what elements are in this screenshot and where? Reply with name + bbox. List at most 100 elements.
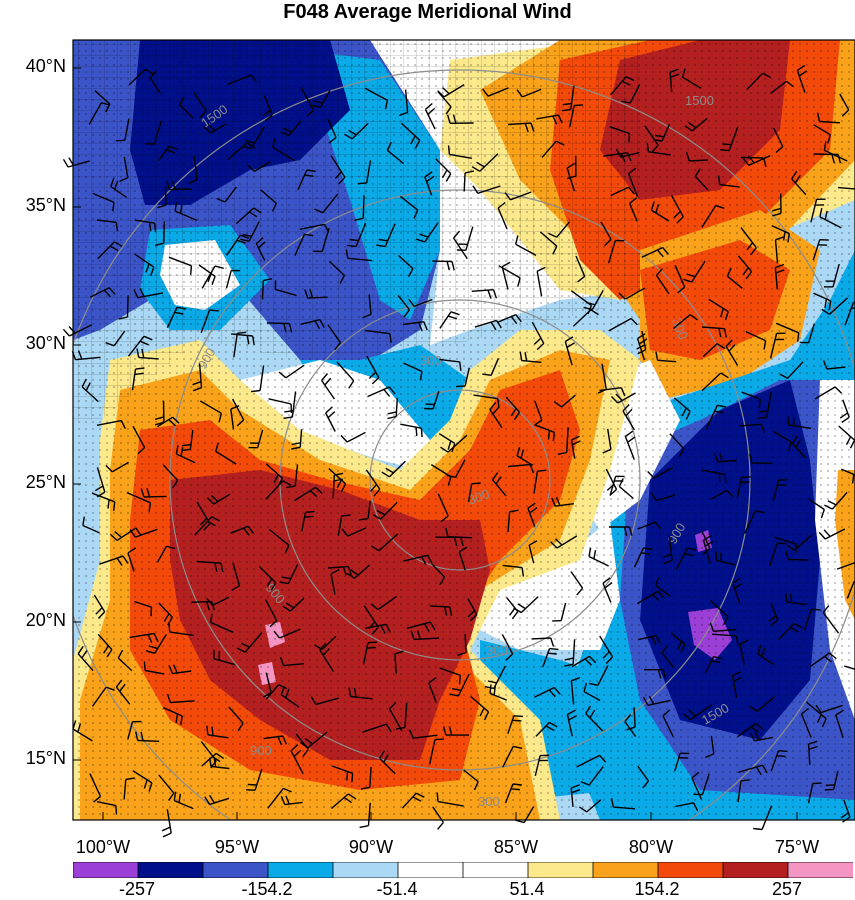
wind-barb-flag — [447, 476, 452, 486]
wind-barb-flag — [116, 557, 123, 566]
wind-barb — [458, 551, 466, 571]
wind-barb — [502, 564, 523, 569]
wind-barb-flag — [745, 271, 753, 280]
wind-barb-flag — [237, 331, 247, 334]
wind-barb — [279, 628, 301, 639]
wind-barb-flag — [493, 686, 496, 696]
wind-barb-flag — [449, 693, 459, 697]
wind-barb — [809, 652, 830, 668]
wind-barb — [628, 203, 638, 222]
wind-barb-flag — [618, 292, 626, 300]
lat-label-30n: 30°N — [25, 333, 66, 353]
wind-barb — [261, 280, 264, 300]
wind-barb-flag — [218, 413, 223, 423]
wind-barb — [259, 365, 265, 391]
wind-barb-flag — [593, 549, 597, 560]
wind-barb-flag — [651, 144, 659, 153]
wind-barb — [389, 460, 406, 478]
wind-barb-flag — [119, 683, 126, 692]
wind-barb-flag — [791, 435, 798, 444]
wind-barb-flag — [278, 371, 287, 379]
wind-barb — [134, 219, 155, 224]
wind-barb — [111, 461, 129, 473]
wind-barb-flag — [107, 499, 110, 509]
wind-barb-flag — [590, 309, 599, 316]
wind-barb-flag — [828, 300, 832, 310]
wind-barb-flag — [175, 444, 179, 455]
wind-barb — [560, 602, 567, 621]
wind-barb-flag — [714, 410, 724, 414]
wind-barb-flag — [353, 688, 357, 698]
wind-barb-flag — [471, 482, 481, 485]
wind-barb-flag — [448, 726, 453, 736]
wind-barb — [225, 270, 232, 289]
wind-barb — [380, 501, 398, 520]
wind-barb — [435, 158, 452, 175]
wind-barb-flag — [370, 603, 379, 611]
wind-barb-flag — [283, 323, 287, 333]
wind-barb-flag — [618, 478, 624, 487]
wind-barb-flag — [325, 406, 333, 414]
contour-label: 1500 — [685, 93, 714, 108]
wind-barb-flag — [336, 479, 343, 489]
wind-barb-flag — [842, 816, 851, 823]
wind-barb — [813, 292, 831, 302]
wind-barb-flag — [552, 432, 555, 442]
wind-barb — [493, 665, 506, 689]
wind-barb — [674, 752, 681, 772]
wind-barb — [527, 508, 536, 527]
lon-label-95w: 95°W — [214, 837, 260, 857]
contour-label: 300 — [486, 643, 508, 658]
wind-barb-flag — [82, 516, 85, 526]
wind-barb-flag — [279, 581, 289, 585]
wind-barb-flag — [282, 735, 287, 745]
wind-barb — [808, 323, 815, 343]
wind-barb — [96, 219, 117, 223]
wind-barb — [556, 221, 571, 238]
wind-barb-flag — [255, 237, 264, 245]
wind-barb-flag — [492, 406, 500, 415]
wind-barb — [609, 476, 617, 495]
wind-barb-flag — [214, 562, 218, 572]
wind-barb — [268, 398, 292, 405]
contour-label: 300 — [669, 316, 691, 342]
wind-barb — [301, 512, 307, 532]
wind-barb — [791, 442, 807, 459]
wind-barb — [471, 289, 494, 292]
wind-barb — [520, 596, 539, 614]
wind-barb-flag — [811, 608, 821, 611]
wind-barb — [437, 800, 464, 807]
wind-barb-flag — [291, 446, 301, 450]
wind-barb-flag — [775, 269, 785, 274]
wind-barb — [366, 355, 380, 378]
wind-barb — [826, 366, 846, 370]
wind-barb-flag — [445, 106, 452, 115]
wind-barb-flag — [625, 76, 635, 82]
wind-barb-flag — [273, 630, 281, 639]
wind-barb — [127, 721, 134, 740]
wind-barb — [541, 140, 557, 158]
wind-barb-flag — [348, 687, 352, 697]
wind-barb — [158, 602, 173, 618]
wind-barb-flag — [676, 216, 684, 224]
wind-barb-flag — [119, 177, 129, 183]
wind-barb-flag — [615, 148, 622, 158]
wind-barb — [586, 799, 602, 813]
wind-barb-flag — [252, 335, 255, 346]
wind-barb — [605, 468, 618, 490]
wind-barb-flag — [416, 238, 426, 243]
wind-barb — [770, 80, 787, 95]
wind-barb-flag — [732, 577, 741, 584]
wind-barb-flag — [778, 750, 788, 753]
wind-barb — [126, 295, 129, 318]
wind-barb — [322, 193, 339, 214]
wind-barb-flag — [785, 550, 789, 560]
wind-barb — [690, 704, 713, 721]
wind-barb-flag — [257, 241, 266, 249]
lat-label-15n: 15°N — [25, 748, 66, 768]
wind-barb-flag — [306, 109, 314, 117]
wind-barb-flag — [524, 123, 529, 133]
wind-barb — [200, 309, 211, 333]
wind-barb — [128, 68, 146, 86]
